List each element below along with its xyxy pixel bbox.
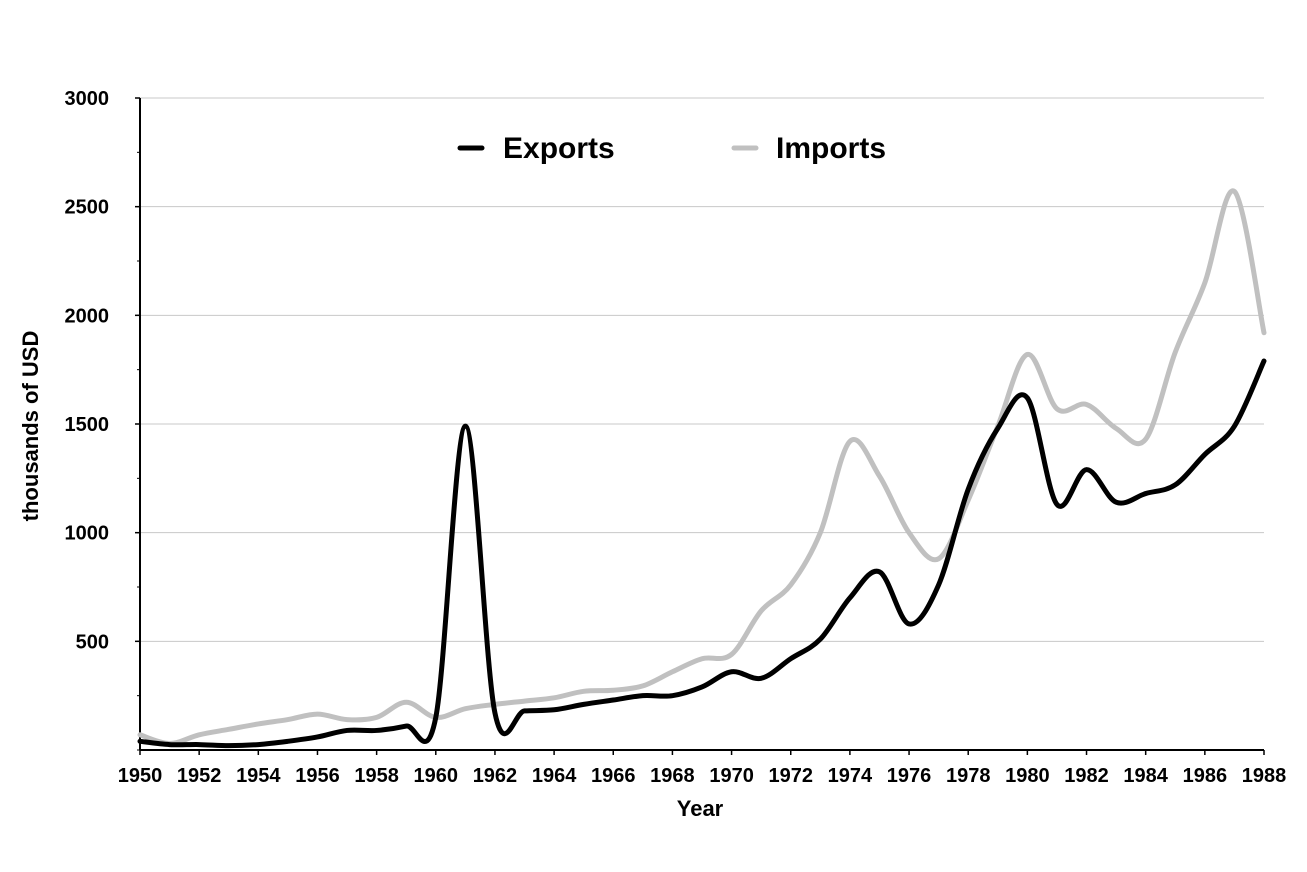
y-tick-label: 500 bbox=[76, 631, 109, 653]
x-axis-title: Year bbox=[677, 796, 724, 821]
x-tick-label: 1976 bbox=[887, 765, 932, 787]
x-tick-label: 1952 bbox=[177, 765, 222, 787]
y-axis-title: thousands of USD bbox=[18, 331, 43, 522]
x-tick-label: 1958 bbox=[354, 765, 399, 787]
x-tick-label: 1974 bbox=[828, 765, 873, 787]
y-tick-label: 2500 bbox=[65, 197, 110, 219]
x-tick-label: 1980 bbox=[1005, 765, 1050, 787]
x-tick-label: 1988 bbox=[1242, 765, 1287, 787]
x-tick-label: 1962 bbox=[473, 765, 518, 787]
x-tick-label: 1970 bbox=[709, 765, 754, 787]
x-tick-label: 1950 bbox=[118, 765, 163, 787]
x-tick-label: 1964 bbox=[532, 765, 577, 787]
x-tick-label: 1986 bbox=[1183, 765, 1228, 787]
x-tick-label: 1978 bbox=[946, 765, 991, 787]
y-tick-label: 1000 bbox=[65, 523, 110, 545]
x-tick-label: 1982 bbox=[1064, 765, 1109, 787]
x-tick-label: 1984 bbox=[1123, 765, 1168, 787]
series-line-imports bbox=[137, 188, 1267, 746]
legend-label-exports: Exports bbox=[503, 132, 615, 165]
series-lines bbox=[137, 188, 1267, 749]
x-tick-label: 1956 bbox=[295, 765, 340, 787]
y-tick-labels: 500 1000 1500 2000 2500 3000 bbox=[65, 88, 110, 653]
y-tick-label: 2000 bbox=[65, 305, 110, 327]
x-tick-label: 1960 bbox=[414, 765, 459, 787]
x-tick-label: 1972 bbox=[768, 765, 813, 787]
x-tick-labels: 1950 1952 1954 1956 1958 1960 1962 1964 1966 1968… bbox=[118, 750, 1287, 787]
x-tick-label: 1966 bbox=[591, 765, 636, 787]
axes bbox=[139, 98, 1264, 751]
gridlines bbox=[135, 97, 1264, 751]
legend-label-imports: Imports bbox=[776, 132, 886, 165]
x-tick-label: 1968 bbox=[650, 765, 695, 787]
x-tick-label: 1954 bbox=[236, 765, 281, 787]
y-tick-label: 3000 bbox=[65, 88, 110, 110]
series-line-exports bbox=[137, 358, 1267, 749]
legend: Exports Imports bbox=[457, 132, 886, 165]
y-tick-label: 1500 bbox=[65, 414, 110, 436]
